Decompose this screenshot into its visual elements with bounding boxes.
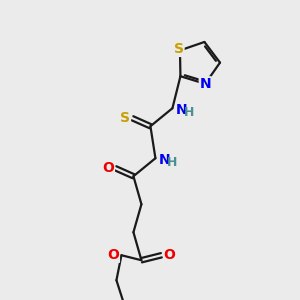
Text: N: N <box>176 103 187 117</box>
Text: O: O <box>164 248 175 262</box>
Text: N: N <box>159 153 170 167</box>
Text: H: H <box>167 156 178 169</box>
Text: O: O <box>107 248 119 262</box>
Text: N: N <box>199 77 211 91</box>
Text: H: H <box>184 106 195 119</box>
Text: S: S <box>120 111 130 125</box>
Text: O: O <box>103 161 114 175</box>
Text: S: S <box>174 42 184 56</box>
